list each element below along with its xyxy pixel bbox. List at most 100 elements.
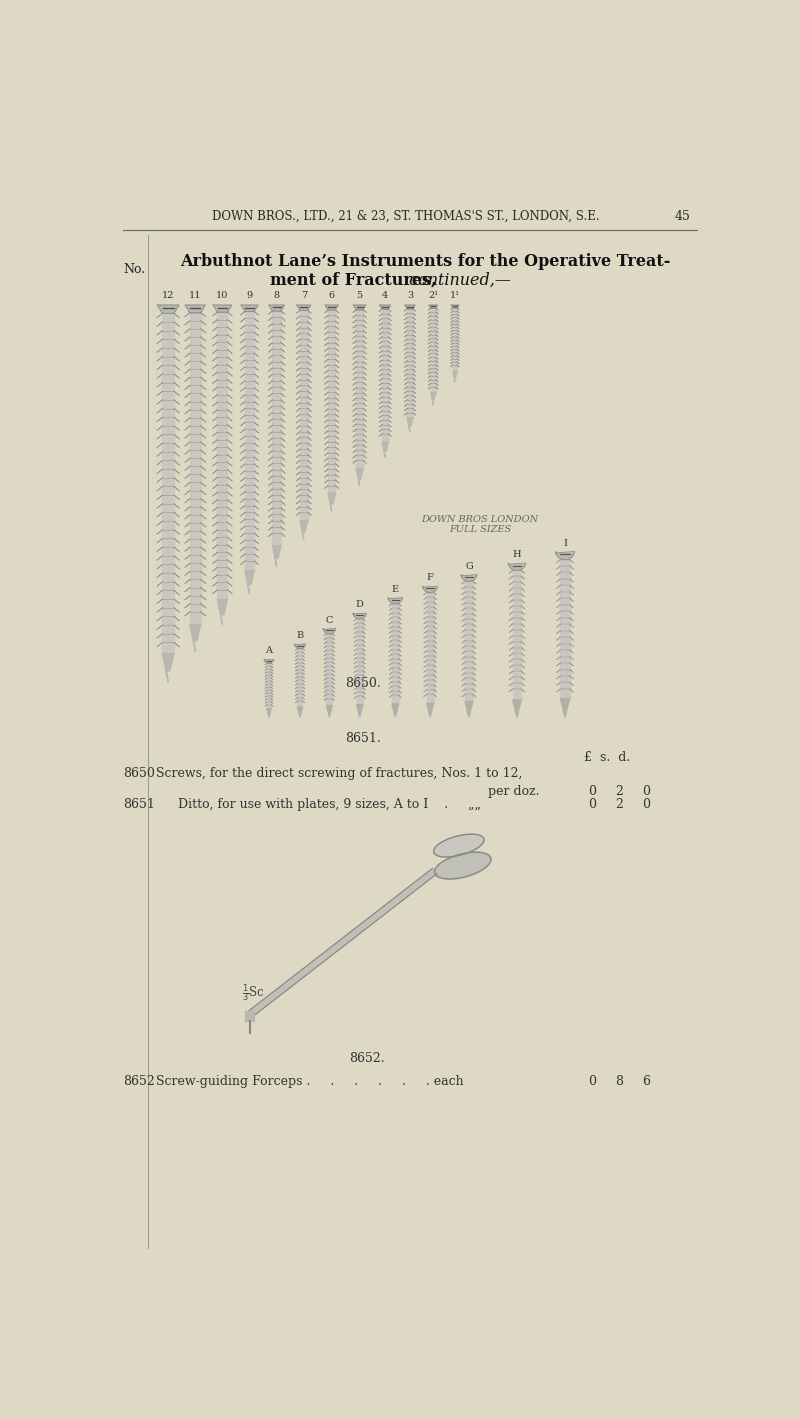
Polygon shape: [190, 624, 201, 651]
Text: 45: 45: [674, 210, 690, 223]
Text: H: H: [513, 551, 522, 559]
Polygon shape: [297, 305, 310, 311]
Polygon shape: [323, 629, 336, 634]
Polygon shape: [325, 305, 338, 309]
Polygon shape: [513, 700, 522, 717]
Polygon shape: [357, 619, 362, 705]
Text: DOWN BROS., LTD., 21 & 23, ST. THOMAS'S ST., LONDON, S.E.: DOWN BROS., LTD., 21 & 23, ST. THOMAS'S …: [212, 210, 600, 223]
Text: Ditto, for use with plates, 9 sizes, A to I    .     „„: Ditto, for use with plates, 9 sizes, A t…: [178, 797, 481, 810]
Polygon shape: [264, 660, 274, 663]
Text: B: B: [296, 631, 303, 640]
Polygon shape: [356, 309, 363, 468]
Polygon shape: [326, 705, 332, 717]
Polygon shape: [245, 1012, 254, 1022]
Text: 9: 9: [246, 291, 253, 301]
Text: D: D: [356, 600, 363, 609]
Text: 0: 0: [588, 797, 596, 810]
Polygon shape: [269, 305, 285, 311]
Polygon shape: [354, 305, 366, 309]
Polygon shape: [429, 305, 438, 308]
Polygon shape: [461, 575, 477, 582]
Text: 8650: 8650: [123, 768, 155, 780]
Polygon shape: [453, 308, 457, 372]
Text: 0: 0: [588, 785, 596, 797]
Ellipse shape: [434, 834, 484, 857]
Polygon shape: [190, 312, 201, 624]
Polygon shape: [267, 708, 271, 717]
Polygon shape: [186, 305, 206, 312]
Polygon shape: [245, 311, 254, 570]
Text: 8652.: 8652.: [350, 1051, 385, 1064]
Polygon shape: [298, 707, 302, 717]
Polygon shape: [300, 311, 308, 521]
Text: 4: 4: [382, 291, 388, 301]
Polygon shape: [560, 559, 570, 698]
Polygon shape: [453, 372, 457, 382]
Text: £  s.  d.: £ s. d.: [584, 751, 630, 763]
Polygon shape: [465, 701, 473, 717]
Text: 0: 0: [642, 797, 650, 810]
Text: Arbuthnot Lane’s Instruments for the Operative Treat-: Arbuthnot Lane’s Instruments for the Ope…: [180, 254, 670, 271]
Polygon shape: [273, 311, 281, 546]
Polygon shape: [430, 393, 436, 406]
Polygon shape: [556, 552, 574, 559]
Text: per doz.: per doz.: [487, 785, 539, 797]
Polygon shape: [218, 312, 227, 600]
Text: FULL SIZES: FULL SIZES: [449, 525, 511, 534]
Text: 10: 10: [216, 291, 229, 301]
Text: 7: 7: [301, 291, 307, 301]
Polygon shape: [560, 698, 570, 717]
Polygon shape: [353, 613, 366, 619]
Polygon shape: [430, 308, 436, 393]
Text: 2: 2: [615, 797, 623, 810]
Polygon shape: [407, 309, 413, 417]
Text: 8652: 8652: [123, 1076, 155, 1088]
Text: 8: 8: [615, 1076, 623, 1088]
Polygon shape: [426, 704, 434, 717]
Polygon shape: [162, 314, 174, 654]
Text: Screw-guiding Forceps .     .     .     .     .     . each: Screw-guiding Forceps . . . . . . each: [156, 1076, 463, 1088]
Polygon shape: [465, 582, 473, 701]
Text: 0: 0: [642, 785, 650, 797]
Text: 1¹: 1¹: [450, 291, 460, 301]
Text: 5: 5: [357, 291, 362, 301]
Text: continued,—: continued,—: [404, 272, 510, 289]
Text: 6: 6: [329, 291, 334, 301]
Text: 8651.: 8651.: [346, 732, 382, 745]
Polygon shape: [249, 868, 437, 1016]
Text: 8650.: 8650.: [346, 677, 382, 690]
Text: No.: No.: [123, 263, 146, 275]
Polygon shape: [241, 305, 258, 311]
Polygon shape: [405, 305, 415, 309]
Polygon shape: [509, 563, 526, 570]
Polygon shape: [357, 705, 362, 717]
Polygon shape: [162, 654, 174, 683]
Text: I: I: [563, 539, 567, 548]
Polygon shape: [422, 586, 438, 593]
Text: 0: 0: [588, 1076, 596, 1088]
Polygon shape: [294, 644, 306, 648]
Polygon shape: [426, 593, 434, 704]
Polygon shape: [392, 603, 398, 704]
Polygon shape: [273, 546, 281, 566]
Polygon shape: [218, 600, 227, 624]
Text: $\frac{1}{3}$Sc: $\frac{1}{3}$Sc: [242, 982, 265, 1005]
Polygon shape: [267, 663, 271, 708]
Ellipse shape: [434, 853, 491, 878]
Text: G: G: [465, 562, 473, 570]
Polygon shape: [380, 305, 390, 309]
Text: A: A: [266, 647, 273, 656]
Polygon shape: [300, 521, 308, 539]
Text: DOWN BROS LONDON: DOWN BROS LONDON: [421, 515, 538, 524]
Polygon shape: [326, 634, 332, 705]
Text: 6: 6: [642, 1076, 650, 1088]
Text: C: C: [326, 616, 333, 624]
Text: 8: 8: [274, 291, 280, 301]
Text: Screws, for the direct screwing of fractures, Nos. 1 to 12,: Screws, for the direct screwing of fract…: [156, 768, 522, 780]
Polygon shape: [513, 570, 522, 700]
Polygon shape: [328, 309, 335, 492]
Text: 2: 2: [615, 785, 623, 797]
Polygon shape: [388, 597, 402, 603]
Polygon shape: [356, 468, 363, 485]
Polygon shape: [382, 309, 388, 443]
